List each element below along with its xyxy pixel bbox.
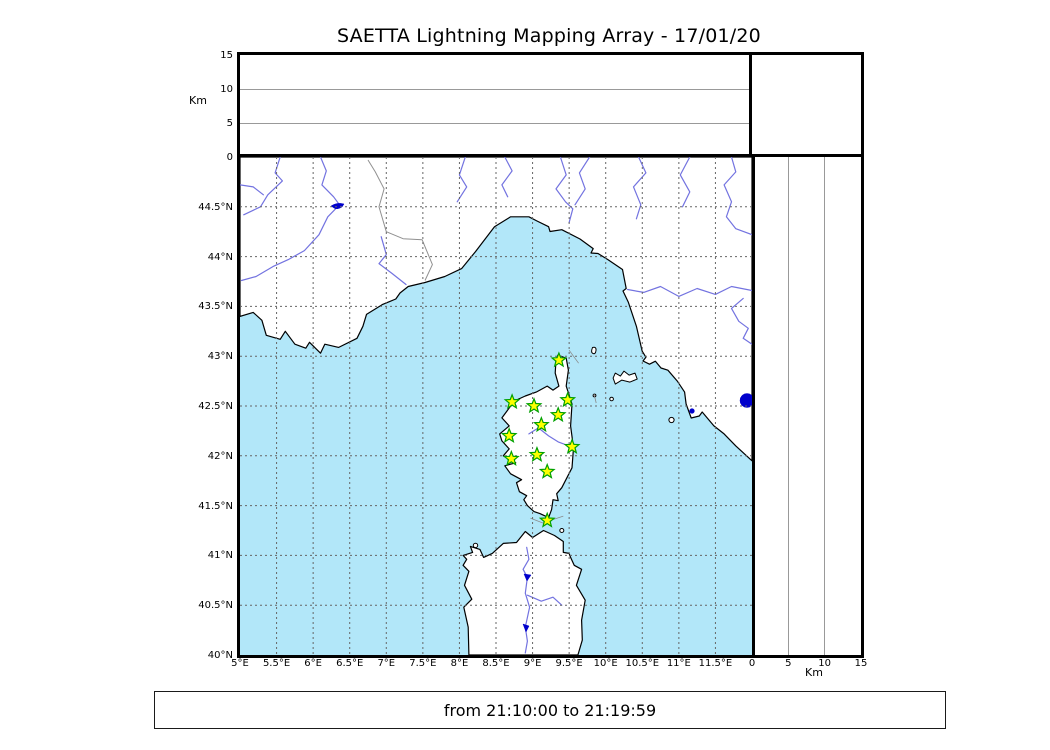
- capraia-island: [591, 346, 597, 355]
- altitude-gridline-5km: [788, 157, 789, 655]
- small-lake: [689, 408, 695, 414]
- france-italy-border: [367, 159, 433, 281]
- corner-panel: [749, 52, 864, 160]
- pianosa-island: [609, 396, 614, 402]
- altitude-tick-label-top: 15: [220, 50, 233, 61]
- longitude-tick-label: 9.5°E: [555, 658, 583, 669]
- altitude-tick-label-right: 0: [748, 658, 756, 669]
- page-title: SAETTA Lightning Mapping Array - 17/01/2…: [337, 25, 761, 47]
- longitude-tick-label: 11.5°E: [698, 658, 733, 669]
- altitude-tick-label-top: 5: [226, 118, 233, 129]
- longitude-tick-label: 6.5°E: [336, 658, 364, 669]
- altitude-longitude-panel: [237, 52, 755, 160]
- giglio-island: [668, 416, 675, 424]
- latitude-tick-label: 41°N: [207, 550, 233, 562]
- station-markers: [500, 351, 581, 528]
- latitude-tick-label: 43°N: [207, 351, 233, 363]
- sardinia-landmass: [462, 529, 586, 655]
- longitude-tick-label: 7°E: [377, 658, 396, 669]
- time-range-box: from 21:10:00 to 21:19:59: [154, 691, 946, 729]
- altitude-gridline-10km: [824, 157, 825, 655]
- longitude-tick-label: 5°E: [231, 658, 249, 669]
- mainland-landmass: [240, 157, 752, 462]
- station-marker: [525, 397, 543, 414]
- station-marker: [532, 416, 550, 433]
- station-marker: [528, 445, 546, 462]
- latitude-tick-label: 40.5°N: [198, 600, 233, 612]
- station-marker: [559, 391, 577, 408]
- altitude-axis-label-right: Km: [805, 666, 823, 679]
- altitude-gridline-10km: [240, 89, 752, 90]
- arno-river: [627, 285, 752, 297]
- latitude-tick-label: 40°N: [207, 650, 233, 661]
- station-marker: [538, 462, 556, 479]
- map-svg: [240, 157, 752, 655]
- latitude-tick-label: 41.5°N: [198, 500, 233, 512]
- golo-river: [528, 427, 570, 447]
- altitude-tick-label-top: 0: [226, 152, 233, 163]
- longitude-tick-label: 6°E: [304, 658, 322, 669]
- coghinas-lake: [523, 573, 532, 582]
- time-range-text: from 21:10:00 to 21:19:59: [443, 700, 657, 720]
- longitude-tick-label: 10.5°E: [625, 658, 660, 669]
- station-marker: [550, 351, 568, 368]
- longitude-tick-label: 5.5°E: [262, 658, 291, 669]
- rivers: [240, 157, 752, 654]
- tiber-river: [730, 297, 752, 345]
- longitude-tick-label: 9°E: [523, 658, 542, 669]
- station-marker: [502, 449, 520, 466]
- altitude-axis-label-top: Km: [189, 94, 207, 107]
- longitude-tick-label: 11°E: [666, 658, 691, 669]
- latitude-tick-label: 44°N: [207, 251, 233, 263]
- altitude-tick-label-top: 10: [220, 84, 233, 95]
- altitude-latitude-panel: [749, 154, 864, 658]
- longitude-tick-label: 7.5°E: [409, 658, 437, 669]
- lakes: [330, 203, 752, 633]
- longitude-tick-label: 10°E: [593, 658, 618, 669]
- bolsena-lake: [739, 393, 752, 408]
- latitude-tick-label: 43.5°N: [198, 301, 233, 313]
- omodeo-lake: [522, 623, 530, 633]
- altitude-gridline-5km: [240, 123, 752, 124]
- misc-gray-lines: [530, 349, 597, 524]
- station-marker: [563, 437, 581, 454]
- altitude-tick-label-right: 15: [854, 658, 868, 669]
- corsica-landmass: [499, 354, 575, 519]
- longitude-tick-label: 8°E: [450, 658, 469, 669]
- landmasses: [240, 157, 752, 655]
- latitude-tick-label: 42.5°N: [198, 401, 233, 412]
- asinara-island: [472, 542, 479, 549]
- maddalena-island: [559, 528, 565, 533]
- latitude-tick-label: 42°N: [207, 450, 233, 462]
- map-graticule: [240, 157, 752, 655]
- longitude-tick-label: 8.5°E: [482, 658, 510, 669]
- altitude-tick-label-right: 5: [785, 658, 792, 669]
- station-marker: [500, 427, 518, 444]
- bonifacio-strait-line: [530, 515, 564, 524]
- map-panel: [237, 154, 755, 658]
- station-marker: [503, 393, 521, 410]
- latitude-tick-label: 44.5°N: [198, 201, 233, 213]
- elba-island: [612, 370, 638, 385]
- country-borders: [367, 159, 433, 281]
- station-marker: [538, 511, 556, 528]
- station-marker: [549, 406, 567, 423]
- altitude-tick-label-right: 10: [818, 658, 832, 669]
